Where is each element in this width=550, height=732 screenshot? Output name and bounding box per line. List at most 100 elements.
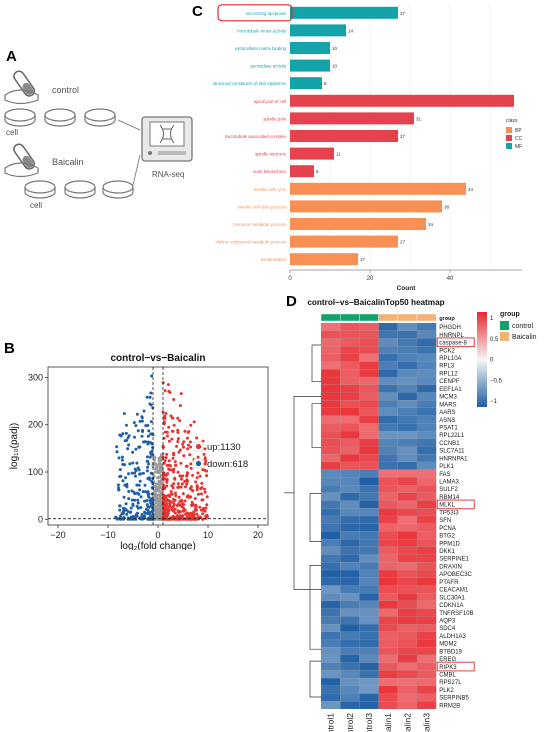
volcano-point — [120, 455, 124, 459]
legend-marker — [195, 443, 202, 450]
heatmap-cell — [340, 469, 360, 478]
heatmap-cell — [359, 353, 379, 362]
volcano-point — [196, 471, 200, 475]
volcano-point — [136, 498, 140, 502]
volcano-point — [177, 495, 181, 499]
volcano-point — [154, 486, 158, 490]
heatmap-cell — [340, 616, 360, 625]
heatmap-cell — [320, 423, 341, 432]
category-label: hormone metabolic process — [233, 222, 286, 227]
volcano-point — [126, 510, 130, 513]
volcano-point — [173, 491, 177, 495]
heatmap-cell — [378, 515, 398, 524]
heatmap-cell — [378, 546, 398, 555]
heatmap-cell — [320, 407, 341, 416]
volcano-point — [176, 440, 180, 443]
heatmap-cell — [378, 585, 398, 594]
volcano-point — [153, 456, 157, 460]
heatmap-cell — [416, 670, 437, 679]
row-label: ALDH1A3 — [439, 634, 466, 640]
heatmap-cell — [320, 446, 341, 455]
heatmap-cell — [378, 554, 398, 563]
heatmap-cell — [397, 384, 418, 393]
volcano-point — [174, 463, 178, 467]
volcano-point — [172, 423, 176, 427]
test-tube-icon — [13, 70, 36, 97]
heatmap-cell — [340, 361, 360, 370]
volcano-point — [125, 485, 129, 489]
heatmap-cell — [397, 616, 418, 625]
heatmap-cell — [320, 492, 341, 501]
category-label: meiotic cell cycle — [254, 187, 287, 192]
row-label: CMBL — [439, 673, 456, 679]
heatmap-cell — [320, 500, 341, 509]
heatmap-cell — [320, 701, 341, 710]
volcano-point — [164, 513, 168, 517]
bar — [290, 182, 466, 195]
volcano-point — [136, 506, 140, 510]
heatmap-cell — [320, 562, 341, 571]
volcano-point — [139, 472, 143, 476]
heatmap-cell — [359, 693, 379, 702]
volcano-point — [179, 485, 183, 489]
volcano-point — [186, 479, 189, 483]
highlight-box — [217, 4, 293, 22]
heatmap-cell — [320, 531, 341, 540]
heatmap-cell — [340, 338, 360, 347]
volcano-point — [186, 512, 190, 515]
heatmap-cell — [340, 500, 360, 509]
heatmap-cell — [320, 508, 341, 517]
volcano-point — [173, 511, 177, 515]
volcano-point — [167, 439, 171, 443]
heatmap-cell — [359, 624, 379, 632]
heatmap-cell — [340, 523, 360, 532]
volcano-point — [182, 440, 186, 444]
heatmap-cell — [397, 608, 418, 617]
volcano-point — [140, 416, 144, 420]
value-label: 27 — [400, 134, 406, 139]
bar — [290, 24, 346, 37]
heatmap-cell — [359, 322, 379, 331]
volcano-point — [164, 504, 168, 508]
volcano-point — [161, 444, 165, 448]
volcano-point — [148, 512, 152, 516]
heatmap-cell — [416, 600, 437, 609]
volcano-point — [134, 447, 138, 451]
volcano-point — [146, 465, 150, 469]
heatmap-cell — [340, 569, 360, 578]
heatmap-cell — [416, 554, 437, 563]
heatmap-cell — [397, 593, 418, 601]
category-label: apical part of cell — [254, 99, 286, 104]
heatmap-cell — [397, 330, 418, 339]
volcano-point — [124, 476, 128, 480]
heatmap-cell — [378, 415, 398, 424]
volcano-point — [168, 516, 172, 520]
bar — [290, 42, 330, 54]
volcano-point — [166, 511, 170, 515]
row-label: RPS27L — [439, 680, 462, 686]
heatmap-cell — [397, 701, 418, 710]
heatmap-cell — [359, 554, 379, 563]
heatmap-cell — [359, 685, 379, 694]
volcano-point — [167, 425, 171, 429]
heatmap-cell — [320, 654, 341, 663]
heatmap-cell — [320, 662, 341, 671]
volcano-point — [164, 517, 168, 520]
heatmap-cell — [416, 431, 437, 439]
heatmap-cell — [340, 685, 360, 694]
heatmap-cell — [359, 539, 379, 547]
heatmap-cell — [320, 322, 341, 331]
row-label: CDKN1A — [439, 603, 463, 609]
volcano-point — [154, 514, 158, 518]
heatmap-cell — [416, 492, 437, 501]
bar — [290, 165, 314, 178]
heatmap-cell — [359, 670, 379, 679]
panel-d-label: D — [286, 293, 297, 310]
category-label: extracellular matrix binding — [235, 46, 287, 51]
volcano-point — [205, 495, 209, 499]
volcano-point — [147, 462, 151, 466]
volcano-point — [178, 404, 182, 408]
category-label: structural constituent of skin epidermis — [213, 81, 286, 86]
volcano-point — [118, 504, 122, 508]
volcano-point — [190, 500, 194, 504]
